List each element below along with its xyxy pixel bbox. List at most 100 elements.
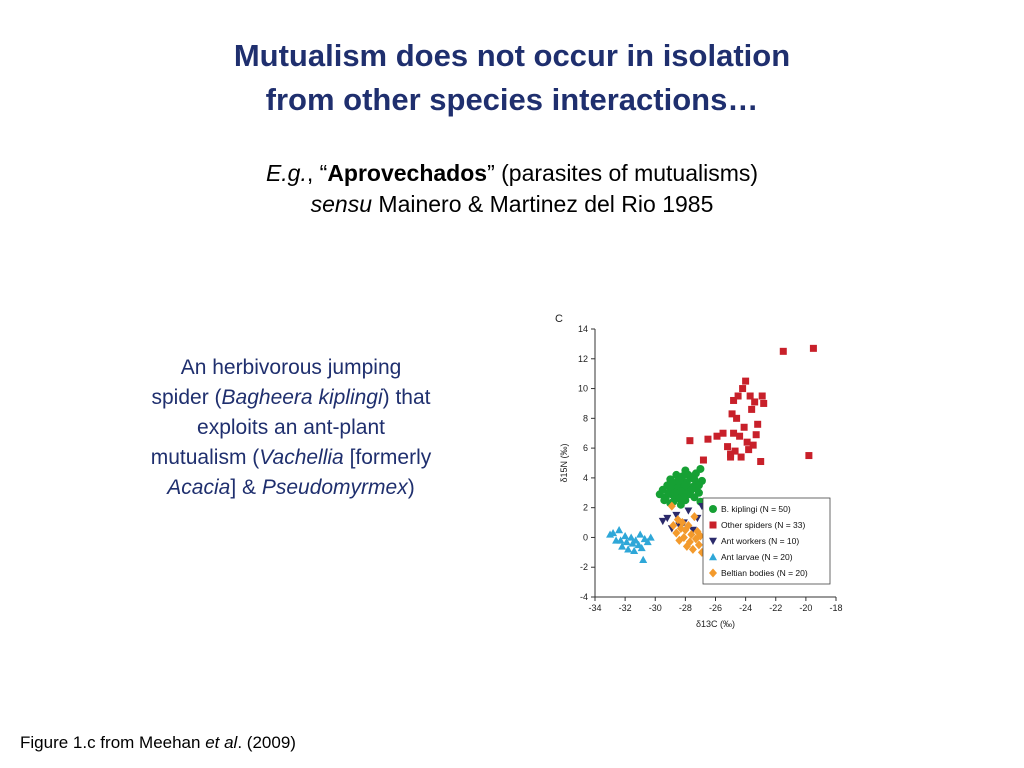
eg-text: E.g. bbox=[265, 160, 307, 186]
data-point bbox=[805, 452, 813, 460]
data-point bbox=[646, 533, 655, 541]
data-point bbox=[749, 441, 757, 449]
y-tick-label: 10 bbox=[578, 384, 588, 394]
citation-text: Mainero & Martinez del Rio 1985 bbox=[372, 191, 714, 217]
data-point bbox=[681, 481, 690, 490]
caption-et-al: et al bbox=[205, 733, 238, 752]
data-point bbox=[740, 423, 748, 431]
data-point bbox=[624, 545, 633, 553]
data-point bbox=[713, 432, 721, 440]
legend-marker bbox=[709, 568, 717, 578]
data-point bbox=[696, 464, 705, 473]
data-point bbox=[690, 475, 699, 484]
y-tick-label: 14 bbox=[578, 324, 588, 334]
data-point bbox=[627, 533, 636, 541]
data-point bbox=[643, 537, 652, 546]
subtitle-line-2: sensu Mainero & Martinez del Rio 1985 bbox=[0, 189, 1024, 220]
data-point bbox=[670, 488, 679, 497]
legend-marker bbox=[709, 505, 717, 513]
data-point bbox=[760, 399, 768, 407]
data-point bbox=[809, 344, 817, 352]
legend-marker bbox=[709, 553, 717, 561]
data-point bbox=[618, 542, 627, 550]
desc-part-5: ) bbox=[407, 476, 415, 499]
legend-label: Ant larvae (N = 20) bbox=[721, 552, 793, 562]
series-3 bbox=[606, 526, 655, 563]
data-point bbox=[743, 438, 751, 446]
x-tick-label: -26 bbox=[709, 603, 722, 613]
x-tick-label: -28 bbox=[679, 603, 692, 613]
panel-label: C bbox=[555, 313, 563, 325]
desc-genus-acacia: Acacia bbox=[167, 476, 231, 499]
data-point bbox=[730, 396, 738, 404]
data-point bbox=[746, 392, 754, 400]
data-point bbox=[736, 432, 744, 440]
data-point bbox=[752, 431, 760, 439]
caption-prefix: Figure 1.c from Meehan bbox=[20, 733, 206, 752]
data-point bbox=[630, 546, 639, 555]
data-point bbox=[685, 537, 694, 547]
series-4 bbox=[667, 501, 706, 557]
legend-label: Ant workers (N = 10) bbox=[721, 536, 799, 546]
data-point bbox=[751, 398, 759, 406]
x-axis-label: δ13C (‰) bbox=[696, 619, 735, 629]
sensu-text: sensu bbox=[310, 191, 373, 217]
data-point bbox=[758, 392, 766, 400]
data-point bbox=[694, 540, 703, 550]
data-point bbox=[637, 543, 646, 552]
data-point bbox=[621, 531, 630, 540]
figure-caption: Figure 1.c from Meehan et al. (2009) bbox=[20, 732, 296, 754]
scatter-figure: C -4 -2 0 2 4 6 8 10 12 14 -34 -32 -30 -28 -26 -24 -22 -2… bbox=[540, 305, 850, 645]
y-tick-label: -2 bbox=[580, 562, 588, 572]
data-point bbox=[667, 478, 676, 487]
data-point bbox=[739, 385, 747, 393]
y-axis-label: δ15N (‰) bbox=[559, 443, 569, 482]
y-tick-label: 6 bbox=[583, 443, 588, 453]
legend-label: B. kiplingi (N = 50) bbox=[721, 504, 791, 514]
data-point bbox=[779, 347, 787, 355]
data-point bbox=[667, 501, 676, 511]
data-point bbox=[672, 511, 681, 520]
data-point bbox=[669, 521, 678, 531]
data-point bbox=[676, 487, 685, 496]
data-point bbox=[719, 429, 727, 437]
data-point bbox=[742, 377, 750, 385]
data-point bbox=[757, 458, 765, 466]
slide-title-line-1: Mutualism does not occur in isolation bbox=[233, 38, 791, 73]
x-tick-label: -22 bbox=[769, 603, 782, 613]
data-point bbox=[690, 512, 699, 522]
y-tick-label: 2 bbox=[583, 503, 588, 513]
desc-genus-pseudomyrmex: Pseudomyrmex bbox=[261, 476, 408, 499]
data-point bbox=[745, 446, 753, 454]
desc-species-bagheera: Bagheera kiplingi bbox=[221, 386, 383, 409]
data-point bbox=[731, 447, 739, 455]
data-point bbox=[679, 493, 688, 502]
data-point bbox=[734, 392, 742, 400]
data-point bbox=[684, 521, 693, 531]
data-point bbox=[609, 528, 618, 537]
data-point bbox=[727, 453, 735, 461]
data-point bbox=[688, 526, 697, 534]
data-point bbox=[754, 420, 762, 428]
data-point bbox=[616, 536, 625, 544]
legend-box bbox=[702, 497, 831, 585]
x-tick-label: -20 bbox=[799, 603, 812, 613]
x-tick-label: -32 bbox=[619, 603, 632, 613]
x-tick-label: -30 bbox=[649, 603, 662, 613]
data-point bbox=[733, 414, 741, 422]
data-point bbox=[696, 531, 705, 541]
data-point bbox=[615, 526, 624, 534]
series-0 bbox=[655, 464, 706, 509]
x-tick-label: -24 bbox=[739, 603, 752, 613]
data-point bbox=[688, 544, 697, 554]
data-point bbox=[691, 534, 700, 544]
y-tick-label: 4 bbox=[583, 473, 588, 483]
data-point bbox=[684, 507, 693, 515]
data-point bbox=[687, 529, 696, 539]
aprovechados-term: Aprovechados bbox=[327, 160, 488, 186]
y-tick-label: 0 bbox=[583, 532, 588, 542]
data-point bbox=[673, 476, 682, 485]
subtitle-quote-open: , “ bbox=[306, 160, 328, 186]
